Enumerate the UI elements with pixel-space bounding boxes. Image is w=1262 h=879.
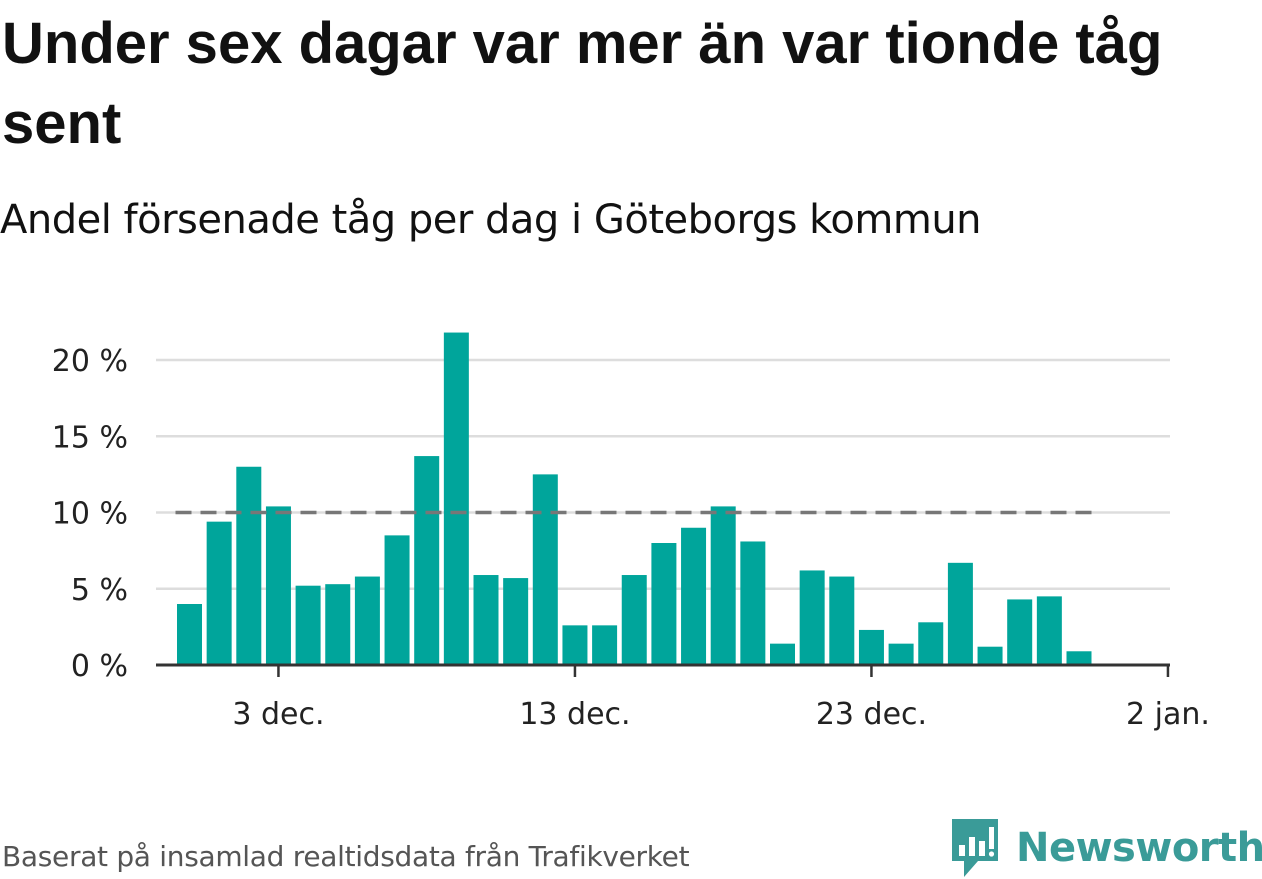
- bar: [1036, 596, 1062, 665]
- y-tick-label: 20 %: [52, 344, 128, 379]
- bar: [977, 646, 1003, 665]
- chart-title: Under sex dagar var mer än var tionde tå…: [2, 11, 1163, 156]
- bar: [443, 332, 469, 665]
- bar: [236, 466, 262, 665]
- bar: [295, 585, 321, 665]
- bar: [710, 506, 736, 665]
- bar-chart: 0 % 5 % 10 % 15 % 20 % 3 dec. 13 dec. 23 dec. 2…: [52, 332, 1210, 732]
- bar: [177, 604, 202, 665]
- bar: [473, 575, 499, 665]
- bar: [681, 527, 707, 665]
- bar: [947, 562, 973, 665]
- bar: [918, 622, 944, 665]
- y-tick-label: 10 %: [52, 497, 128, 532]
- bar: [592, 625, 618, 665]
- bar: [265, 506, 291, 665]
- y-tick-label: 5 %: [71, 573, 128, 608]
- bars: [175, 332, 1094, 665]
- bar: [414, 456, 440, 665]
- bar: [1066, 651, 1092, 665]
- bar: [325, 584, 351, 665]
- bar: [799, 570, 825, 665]
- y-tick-label: 15 %: [52, 420, 128, 455]
- bar: [888, 643, 914, 665]
- bar: [621, 575, 647, 665]
- chart-subtitle: Andel försenade tåg per dag i Göteborgs …: [0, 197, 982, 243]
- bar: [532, 474, 558, 665]
- bar: [858, 629, 884, 665]
- bar: [651, 543, 677, 665]
- brand-logo: Newsworthy: [950, 818, 1262, 878]
- brand-name: Newsworthy: [1016, 825, 1262, 871]
- x-tick-label: 23 dec.: [816, 697, 927, 732]
- bar: [829, 576, 855, 665]
- bar-chart-speech-bubble-icon: [952, 819, 998, 877]
- y-tick-label: 0 %: [71, 649, 128, 684]
- bar: [740, 541, 766, 665]
- bar: [562, 625, 588, 665]
- bar: [1007, 599, 1033, 665]
- bar: [354, 576, 380, 665]
- gridlines: [156, 358, 1170, 590]
- y-axis-labels: 0 % 5 % 10 % 15 % 20 %: [52, 344, 128, 684]
- x-tick-label: 13 dec.: [519, 697, 630, 732]
- x-tick-label: 2 jan.: [1126, 697, 1210, 732]
- x-axis: [156, 663, 1170, 677]
- bar: [384, 535, 410, 665]
- bar: [503, 578, 529, 665]
- bar: [206, 521, 232, 665]
- x-tick-label: 3 dec.: [232, 697, 324, 732]
- source-note: Baserat på insamlad realtidsdata från Tr…: [2, 840, 690, 873]
- bar: [770, 643, 795, 665]
- x-axis-labels: 3 dec. 13 dec. 23 dec. 2 jan.: [232, 697, 1210, 732]
